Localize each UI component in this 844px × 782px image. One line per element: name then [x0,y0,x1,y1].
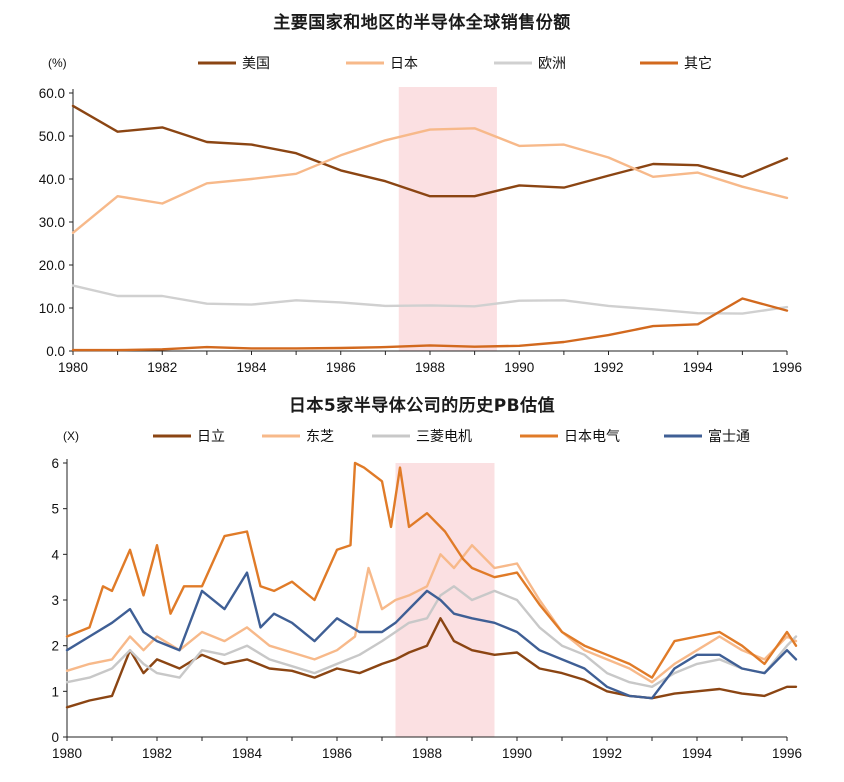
y-tick-label: 1 [51,684,59,699]
chart-1-title: 主要国家和地区的半导体全球销售份额 [273,13,571,33]
y-tick-label: 60.0 [39,86,65,101]
legend-label-5: 富士通 [708,428,750,445]
legend-label-4: 其它 [684,55,712,72]
x-tick-label: 1996 [772,746,802,761]
legend-label-1: 日立 [197,429,225,445]
x-tick-label: 1986 [326,360,356,375]
legend-label-4: 日本电气 [564,429,620,445]
x-tick-label: 1982 [147,360,177,375]
y-tick-label: 10.0 [39,301,65,316]
x-tick-label: 1992 [592,746,622,761]
series-line-2 [71,127,789,235]
legend-label-2: 日本 [390,56,418,72]
unit-label: (X) [63,429,79,443]
chart-2-title: 日本5家半导体公司的历史PB估值 [288,396,556,416]
y-tick-label: 0.0 [46,344,65,359]
x-tick-label: 1988 [415,360,445,375]
series-line-3 [71,284,789,315]
x-tick-label: 1988 [412,746,442,761]
x-tick-label: 1992 [593,360,623,375]
legend-label-3: 欧洲 [538,56,566,72]
y-tick-label: 4 [51,547,59,562]
shaded-period-band [395,463,495,737]
market-share-chart: 0.0 10.0 20.0 30.0 40.0 50.0 60.0 1980 1982 1984 1… [39,55,802,375]
legend-label-2: 东芝 [306,429,334,445]
y-tick-label: 2 [51,639,59,654]
x-tick-label: 1994 [683,360,714,375]
series-line-4 [71,297,789,352]
y-tick-label: 0 [51,730,59,745]
legend-label-1: 美国 [242,56,270,72]
series-line-1 [65,617,798,709]
series-line-5 [65,571,798,700]
series-line-2 [65,544,798,684]
y-tick-label: 5 [51,502,59,517]
y-tick-label: 20.0 [39,258,65,273]
y-tick-label: 6 [51,456,59,471]
x-tick-label: 1980 [52,746,82,761]
series-line-3 [65,585,798,688]
x-tick-label: 1982 [142,746,172,761]
y-tick-label: 3 [51,593,59,608]
unit-label: (%) [48,56,67,70]
y-tick-label: 50.0 [39,129,65,144]
x-tick-label: 1990 [504,360,534,375]
x-tick-label: 1990 [502,746,532,761]
x-tick-label: 1984 [236,360,267,375]
x-tick-label: 1996 [772,360,802,375]
x-tick-label: 1994 [682,746,713,761]
x-tick-label: 1986 [322,746,352,761]
x-tick-label: 1984 [232,746,263,761]
series-line-4 [65,461,798,679]
x-tick-label: 1980 [58,360,88,375]
series-line-1 [71,104,789,198]
y-tick-label: 40.0 [39,172,65,187]
y-tick-label: 30.0 [39,215,65,230]
legend-label-3: 三菱电机 [416,429,472,445]
